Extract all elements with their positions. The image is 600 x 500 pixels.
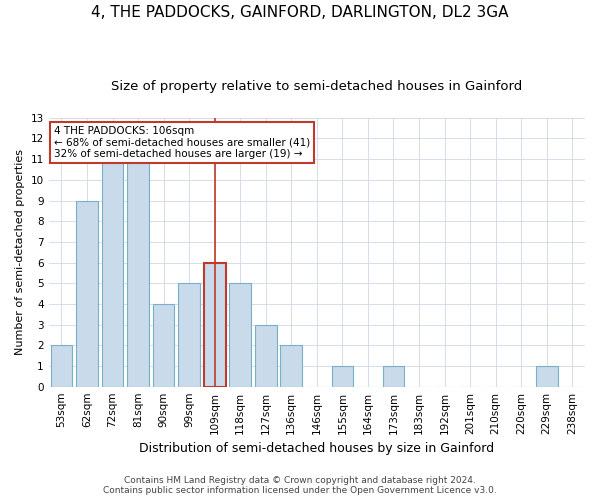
Bar [76,200,98,386]
Bar [204,262,226,386]
Bar [153,304,175,386]
Bar [101,159,124,386]
Bar [127,159,149,386]
Bar [229,284,251,387]
Bar [536,366,557,386]
Bar [332,366,353,386]
Bar [280,346,302,387]
Bar [255,324,277,386]
Text: Contains HM Land Registry data © Crown copyright and database right 2024.
Contai: Contains HM Land Registry data © Crown c… [103,476,497,495]
Bar [383,366,404,386]
Bar [178,284,200,387]
Text: 4 THE PADDOCKS: 106sqm
← 68% of semi-detached houses are smaller (41)
32% of sem: 4 THE PADDOCKS: 106sqm ← 68% of semi-det… [54,126,310,159]
Title: Size of property relative to semi-detached houses in Gainford: Size of property relative to semi-detach… [111,80,523,93]
Bar [50,346,72,387]
Y-axis label: Number of semi-detached properties: Number of semi-detached properties [15,149,25,355]
X-axis label: Distribution of semi-detached houses by size in Gainford: Distribution of semi-detached houses by … [139,442,494,455]
Text: 4, THE PADDOCKS, GAINFORD, DARLINGTON, DL2 3GA: 4, THE PADDOCKS, GAINFORD, DARLINGTON, D… [91,5,509,20]
